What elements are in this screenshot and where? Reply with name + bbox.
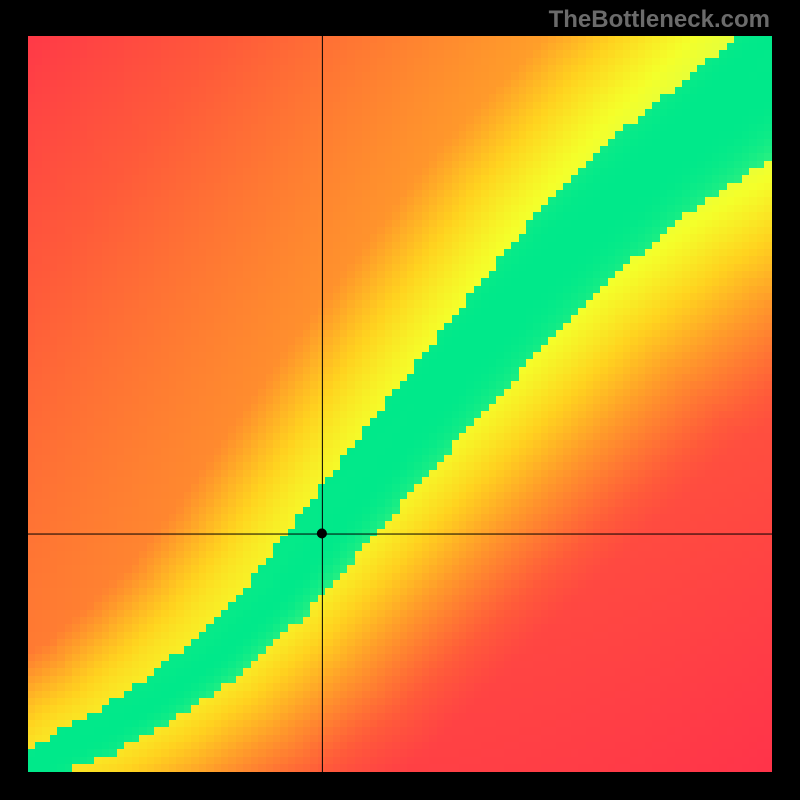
watermark-text: TheBottleneck.com — [549, 6, 770, 34]
chart-frame: TheBottleneck.com — [0, 0, 800, 800]
heatmap-canvas — [28, 36, 772, 772]
heatmap-plot — [28, 36, 772, 772]
